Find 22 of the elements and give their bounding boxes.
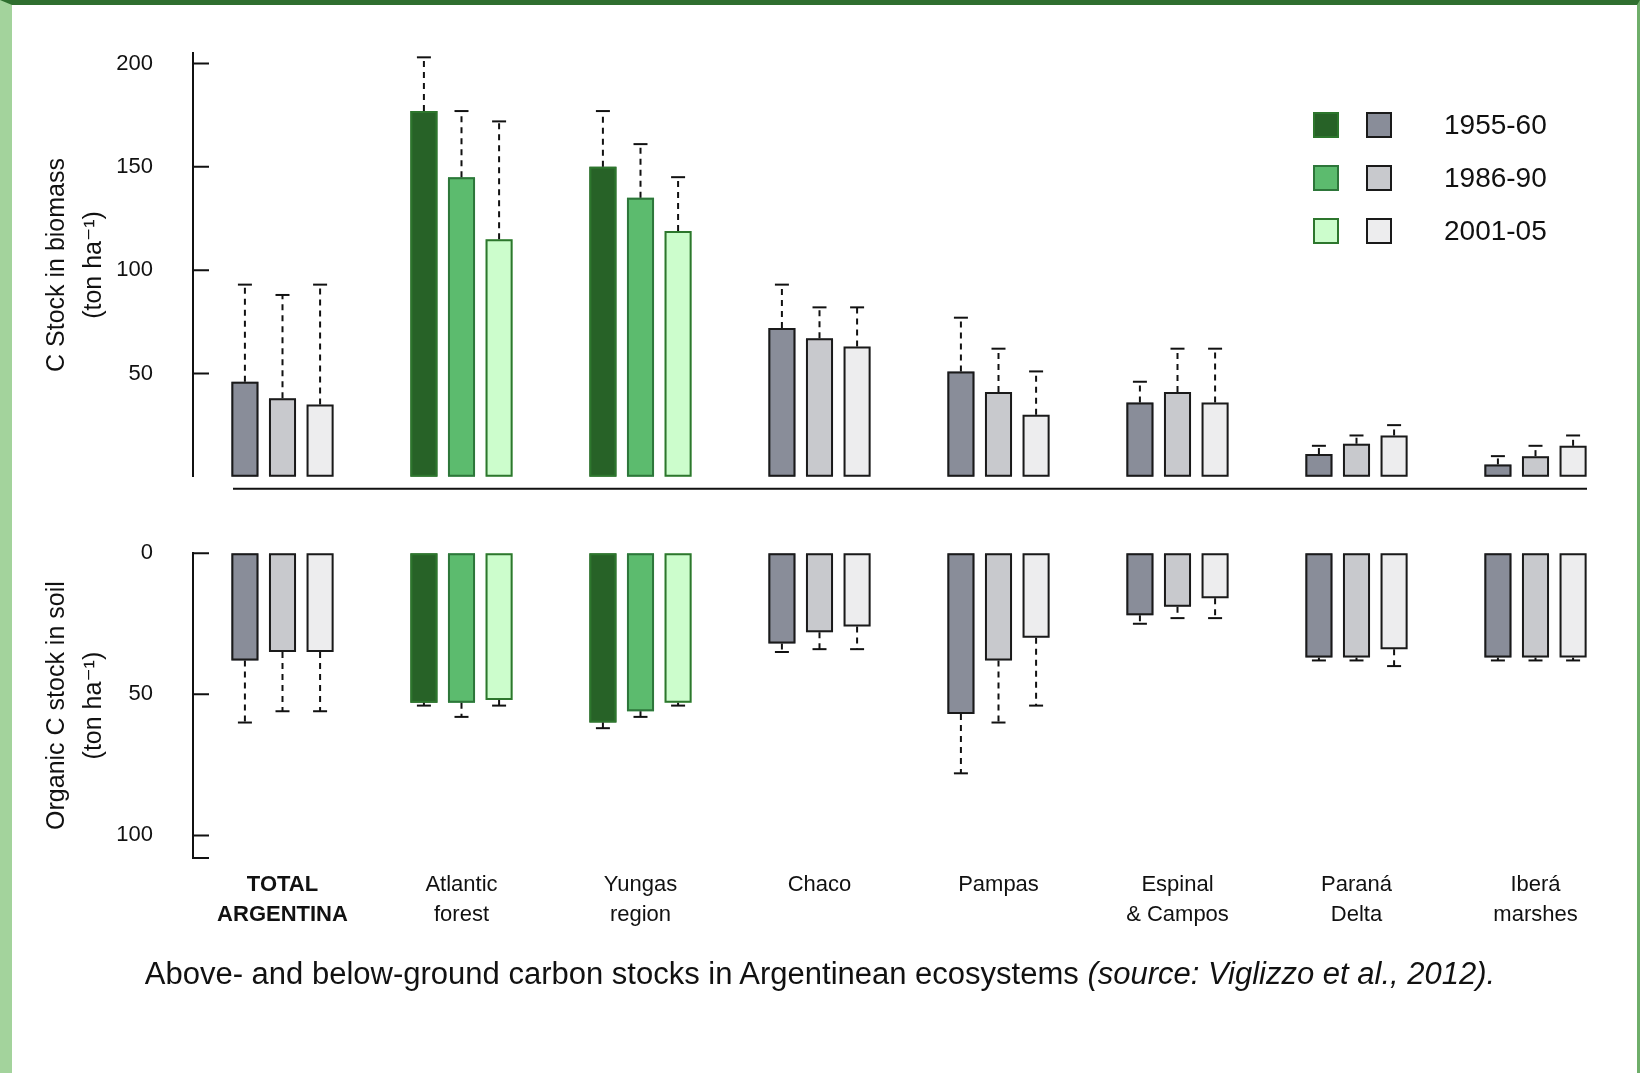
y-tick-label: 100: [116, 256, 153, 282]
y-tick-label: 50: [128, 359, 153, 385]
y-axis-title: Organic C stock in soil (ton ha⁻¹): [40, 581, 107, 830]
legend-label: 1986-90: [1444, 162, 1547, 194]
y-tick-label: 100: [116, 821, 153, 847]
y-tick-label: 200: [116, 49, 153, 75]
y-tick-label: 0: [140, 539, 153, 565]
x-tick-label: Espinal & Campos: [1126, 870, 1229, 926]
x-tick-label: Paraná Delta: [1321, 870, 1393, 926]
legend-label: 1955-60: [1444, 109, 1547, 141]
x-tick-label: Atlantic forest: [425, 870, 498, 926]
x-tick-label: Pampas: [958, 870, 1039, 896]
x-tick-label: TOTAL ARGENTINA: [217, 870, 348, 926]
legend-label: 2001-05: [1444, 215, 1547, 247]
text: Above- and below-ground carbon stocks in Argentinean ecosystems: [144, 956, 1079, 991]
x-tick-label: Iberá marshes: [1493, 870, 1578, 926]
y-tick-label: 50: [128, 680, 153, 706]
text: (source: Viglizzo et al., 2012).: [1087, 956, 1496, 991]
y-axis-title: C Stock in biomass (ton ha⁻¹): [40, 158, 107, 372]
x-tick-label: Yungas region: [603, 870, 678, 926]
x-tick-label: Chaco: [787, 870, 852, 896]
y-tick-label: 150: [116, 152, 153, 178]
